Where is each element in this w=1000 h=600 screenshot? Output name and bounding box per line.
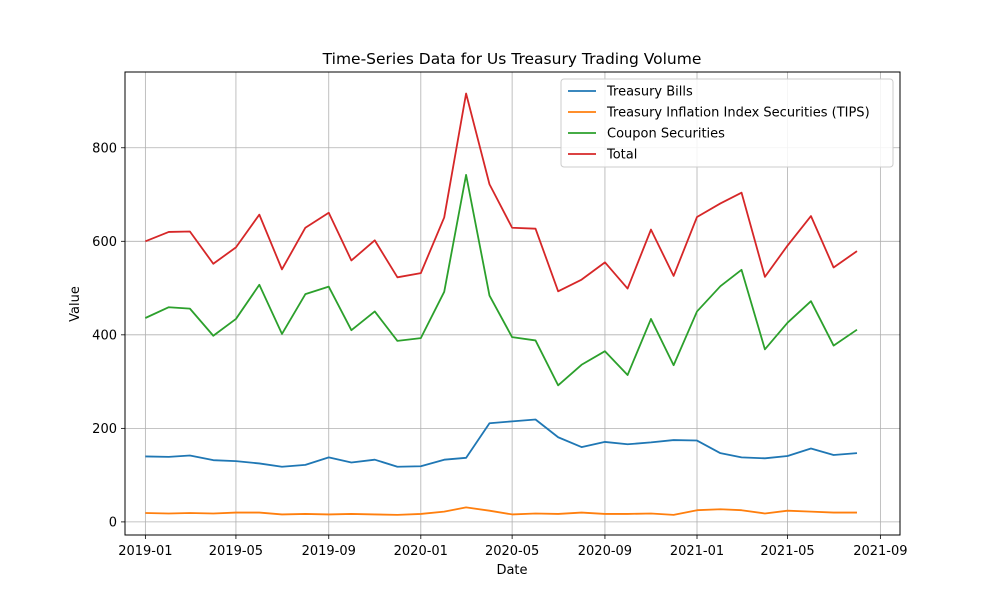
y-tick-label: 200 bbox=[92, 422, 117, 437]
y-axis-label: Value bbox=[68, 286, 83, 322]
y-tick-label: 0 bbox=[109, 515, 117, 530]
legend-box bbox=[560, 78, 894, 168]
x-axis-ticks: 2019-01 2019-05 2019-09 2020-01 2020-05 2020-… bbox=[118, 535, 908, 559]
chart-title: Time-Series Data for Us Treasury Trading… bbox=[322, 50, 702, 68]
y-tick-label: 800 bbox=[92, 141, 117, 156]
x-tick-label: 2021-05 bbox=[760, 544, 814, 559]
y-tick-label: 400 bbox=[92, 328, 117, 343]
x-tick-label: 2020-09 bbox=[578, 544, 632, 559]
legend-entry-1: Treasury Inflation Index Securities (TIP… bbox=[606, 106, 870, 121]
y-axis-ticks: 0 200 400 600 800 bbox=[92, 141, 125, 530]
legend-entry-0: Treasury Bills bbox=[606, 85, 693, 100]
x-tick-label: 2021-09 bbox=[853, 544, 907, 559]
series-line-3 bbox=[145, 92, 858, 293]
x-tick-label: 2019-01 bbox=[118, 544, 172, 559]
x-tick-label: 2021-01 bbox=[670, 544, 724, 559]
y-tick-label: 600 bbox=[92, 235, 117, 250]
x-axis-label: Date bbox=[496, 563, 527, 578]
series-line-0 bbox=[145, 418, 858, 468]
legend-entry-2: Coupon Securities bbox=[607, 127, 725, 142]
x-tick-label: 2020-01 bbox=[394, 544, 448, 559]
legend-entry-3: Total bbox=[606, 148, 637, 163]
x-tick-label: 2019-09 bbox=[302, 544, 356, 559]
x-tick-label: 2020-05 bbox=[485, 544, 539, 559]
series-lines bbox=[144, 92, 858, 516]
series-line-2 bbox=[144, 173, 858, 387]
legend: Treasury Bills Treasury Inflation Index S… bbox=[560, 78, 894, 168]
series-line-1 bbox=[145, 506, 857, 516]
x-tick-label: 2019-05 bbox=[209, 544, 263, 559]
